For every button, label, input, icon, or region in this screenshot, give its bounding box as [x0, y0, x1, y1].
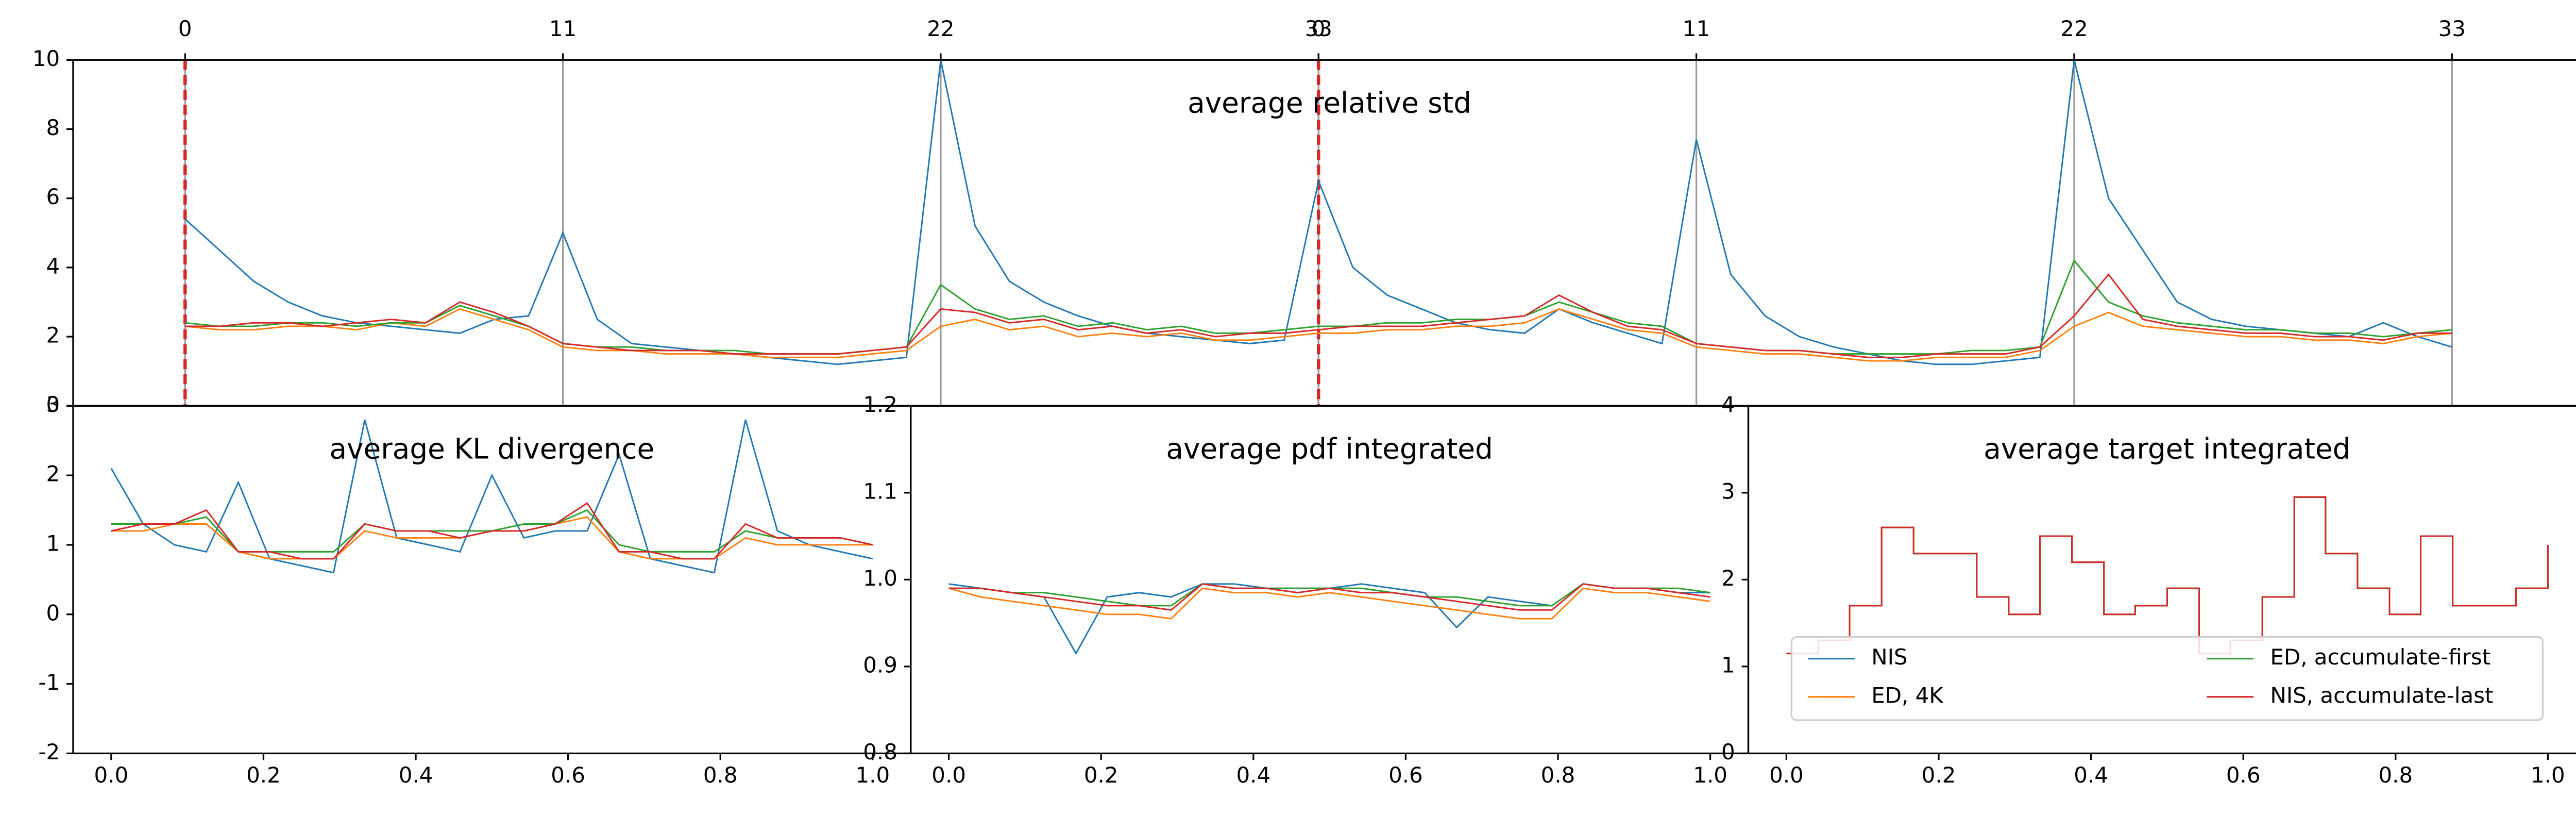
x-tick-label: 1.0	[855, 762, 890, 788]
x-tick-label: 0	[178, 16, 192, 41]
y-tick-label: 0	[46, 600, 60, 625]
y-tick-label: 2	[1721, 565, 1735, 591]
legend-label: NIS	[1871, 644, 1907, 670]
y-tick-label: 0.9	[863, 652, 897, 677]
y-tick-label: 3	[1721, 478, 1735, 504]
x-tick-label: 0.4	[399, 762, 433, 788]
series-line	[948, 583, 1710, 611]
y-tick-label: 6	[46, 184, 60, 209]
x-tick-label: 33	[1305, 16, 1332, 41]
legend-label: ED, 4K	[1871, 683, 1944, 708]
legend-label: ED, accumulate-first	[2270, 644, 2490, 670]
y-tick-label: 1	[1721, 652, 1735, 677]
x-tick-label: 11	[1683, 16, 1710, 41]
x-tick-label: 11	[549, 16, 577, 41]
series-line	[1786, 496, 2549, 655]
y-tick-label: 0.8	[863, 739, 897, 764]
x-tick-label: 0.6	[1388, 762, 1423, 788]
y-tick-label: 4	[46, 253, 60, 278]
x-tick-label: 0.6	[2226, 762, 2261, 788]
series-line	[111, 502, 873, 560]
y-tick-label: 10	[32, 46, 60, 71]
series-line	[184, 60, 2452, 365]
x-tick-label: 0	[1312, 16, 1326, 41]
chart-title: average KL divergence	[329, 433, 654, 465]
x-tick-label: 22	[2060, 16, 2088, 41]
chart-title: average target integrated	[1984, 433, 2350, 465]
series-line	[1786, 496, 2549, 655]
x-tick-label: 0.0	[931, 762, 966, 788]
x-tick-label: 0.6	[551, 762, 585, 788]
x-tick-label: 1.0	[1693, 762, 1727, 788]
y-tick-label: 0	[1721, 739, 1735, 764]
x-tick-label: 22	[927, 16, 954, 41]
legend: NIS ED, 4K ED, accumulate-first NIS, accumu…	[1790, 636, 2544, 721]
chart-title: average pdf integrated	[1166, 433, 1493, 465]
y-tick-label: 2	[46, 323, 60, 348]
x-tick-label: 0.8	[2378, 762, 2413, 788]
series-line	[1786, 496, 2549, 655]
panel: 0.0 0.2 0.4 0.6 0.8 1.0 0 1 2 3 4 average target in…	[1721, 392, 2576, 788]
y-tick-label: 4	[1721, 392, 1735, 417]
legend-frame	[1790, 636, 2544, 721]
x-tick-label: 1.0	[2531, 762, 2565, 788]
x-tick-label: 0.4	[2074, 762, 2108, 788]
y-tick-label: 3	[46, 392, 60, 417]
x-tick-label: 0.8	[703, 762, 738, 788]
x-tick-label: 0.2	[246, 762, 281, 788]
series-line	[1786, 496, 2549, 655]
x-tick-label: 33	[2438, 16, 2466, 41]
panel: 0.0 0.2 0.4 0.6 0.8 1.0 0.8 0.9 1.0 1.1 1.2 average…	[863, 392, 1750, 788]
y-tick-label: 2	[46, 461, 60, 487]
y-tick-label: 1	[46, 530, 60, 556]
x-tick-label: 0.0	[94, 762, 128, 788]
chart-title: average relative std	[1188, 87, 1471, 120]
y-tick-label: 0	[46, 392, 60, 417]
y-tick-label: 1.1	[863, 478, 897, 504]
legend-label: NIS, accumulate-last	[2270, 683, 2493, 708]
series-line	[948, 583, 1710, 607]
x-tick-label: 0.0	[1769, 762, 1804, 788]
series-line	[948, 583, 1710, 655]
series-line	[948, 587, 1710, 620]
x-tick-label: 0.2	[1922, 762, 1956, 788]
y-tick-label: 1.2	[863, 392, 897, 417]
series-line	[185, 273, 2452, 358]
x-tick-label: 0.2	[1084, 762, 1118, 788]
y-tick-label: -2	[38, 739, 60, 764]
x-tick-label: 0.8	[1541, 762, 1575, 788]
y-tick-label: 8	[46, 115, 60, 140]
series-line	[110, 419, 873, 574]
axes-frame	[1747, 405, 2576, 755]
y-tick-label: -1	[38, 670, 60, 695]
series-line	[185, 308, 2452, 362]
x-tick-label: 0.4	[1236, 762, 1270, 788]
y-tick-label: 1.0	[863, 565, 897, 591]
